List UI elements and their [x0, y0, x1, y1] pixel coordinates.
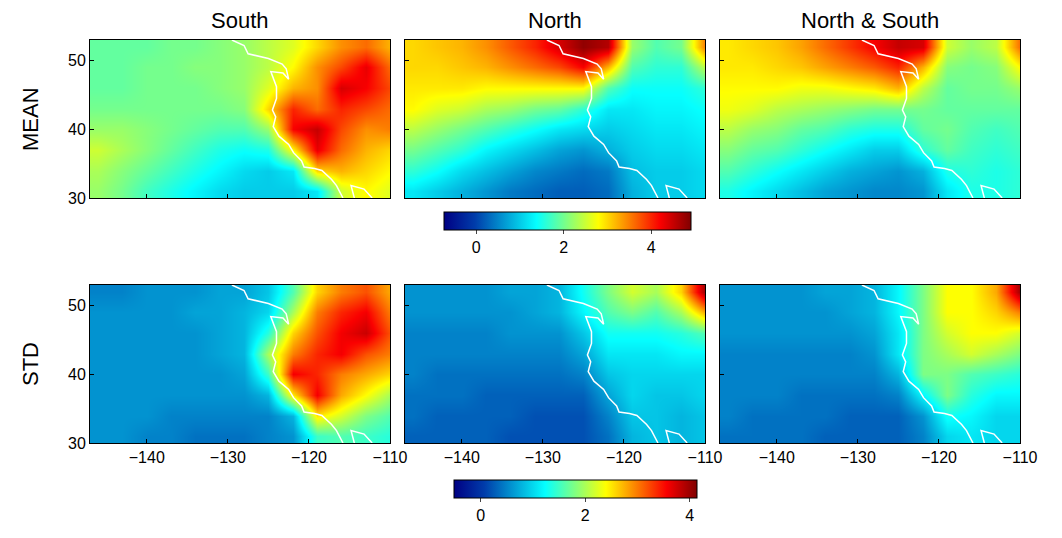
svg-text:40: 40 [68, 366, 86, 383]
svg-text:0: 0 [476, 507, 485, 524]
svg-text:−120: −120 [291, 449, 327, 466]
svg-text:50: 50 [68, 297, 86, 314]
svg-text:STD: STD [18, 342, 43, 386]
svg-text:North & South: North & South [801, 8, 939, 33]
svg-text:−110: −110 [688, 449, 723, 466]
svg-text:MEAN: MEAN [18, 87, 43, 151]
svg-text:30: 30 [68, 190, 86, 207]
svg-text:30: 30 [68, 435, 86, 452]
svg-text:−130: −130 [525, 449, 561, 466]
svg-text:4: 4 [685, 507, 694, 524]
svg-text:−110: −110 [1003, 449, 1038, 466]
svg-text:−120: −120 [606, 449, 642, 466]
svg-text:4: 4 [647, 239, 656, 256]
svg-text:South: South [211, 8, 269, 33]
svg-text:−130: −130 [840, 449, 876, 466]
svg-text:−140: −140 [129, 449, 165, 466]
svg-text:50: 50 [68, 52, 86, 69]
svg-text:North: North [528, 8, 582, 33]
svg-text:−130: −130 [210, 449, 246, 466]
svg-text:40: 40 [68, 121, 86, 138]
svg-text:−110: −110 [373, 449, 408, 466]
svg-text:−120: −120 [921, 449, 957, 466]
svg-text:2: 2 [581, 507, 590, 524]
svg-text:2: 2 [559, 239, 568, 256]
svg-text:0: 0 [472, 239, 481, 256]
svg-text:−140: −140 [759, 449, 795, 466]
svg-text:−140: −140 [444, 449, 480, 466]
